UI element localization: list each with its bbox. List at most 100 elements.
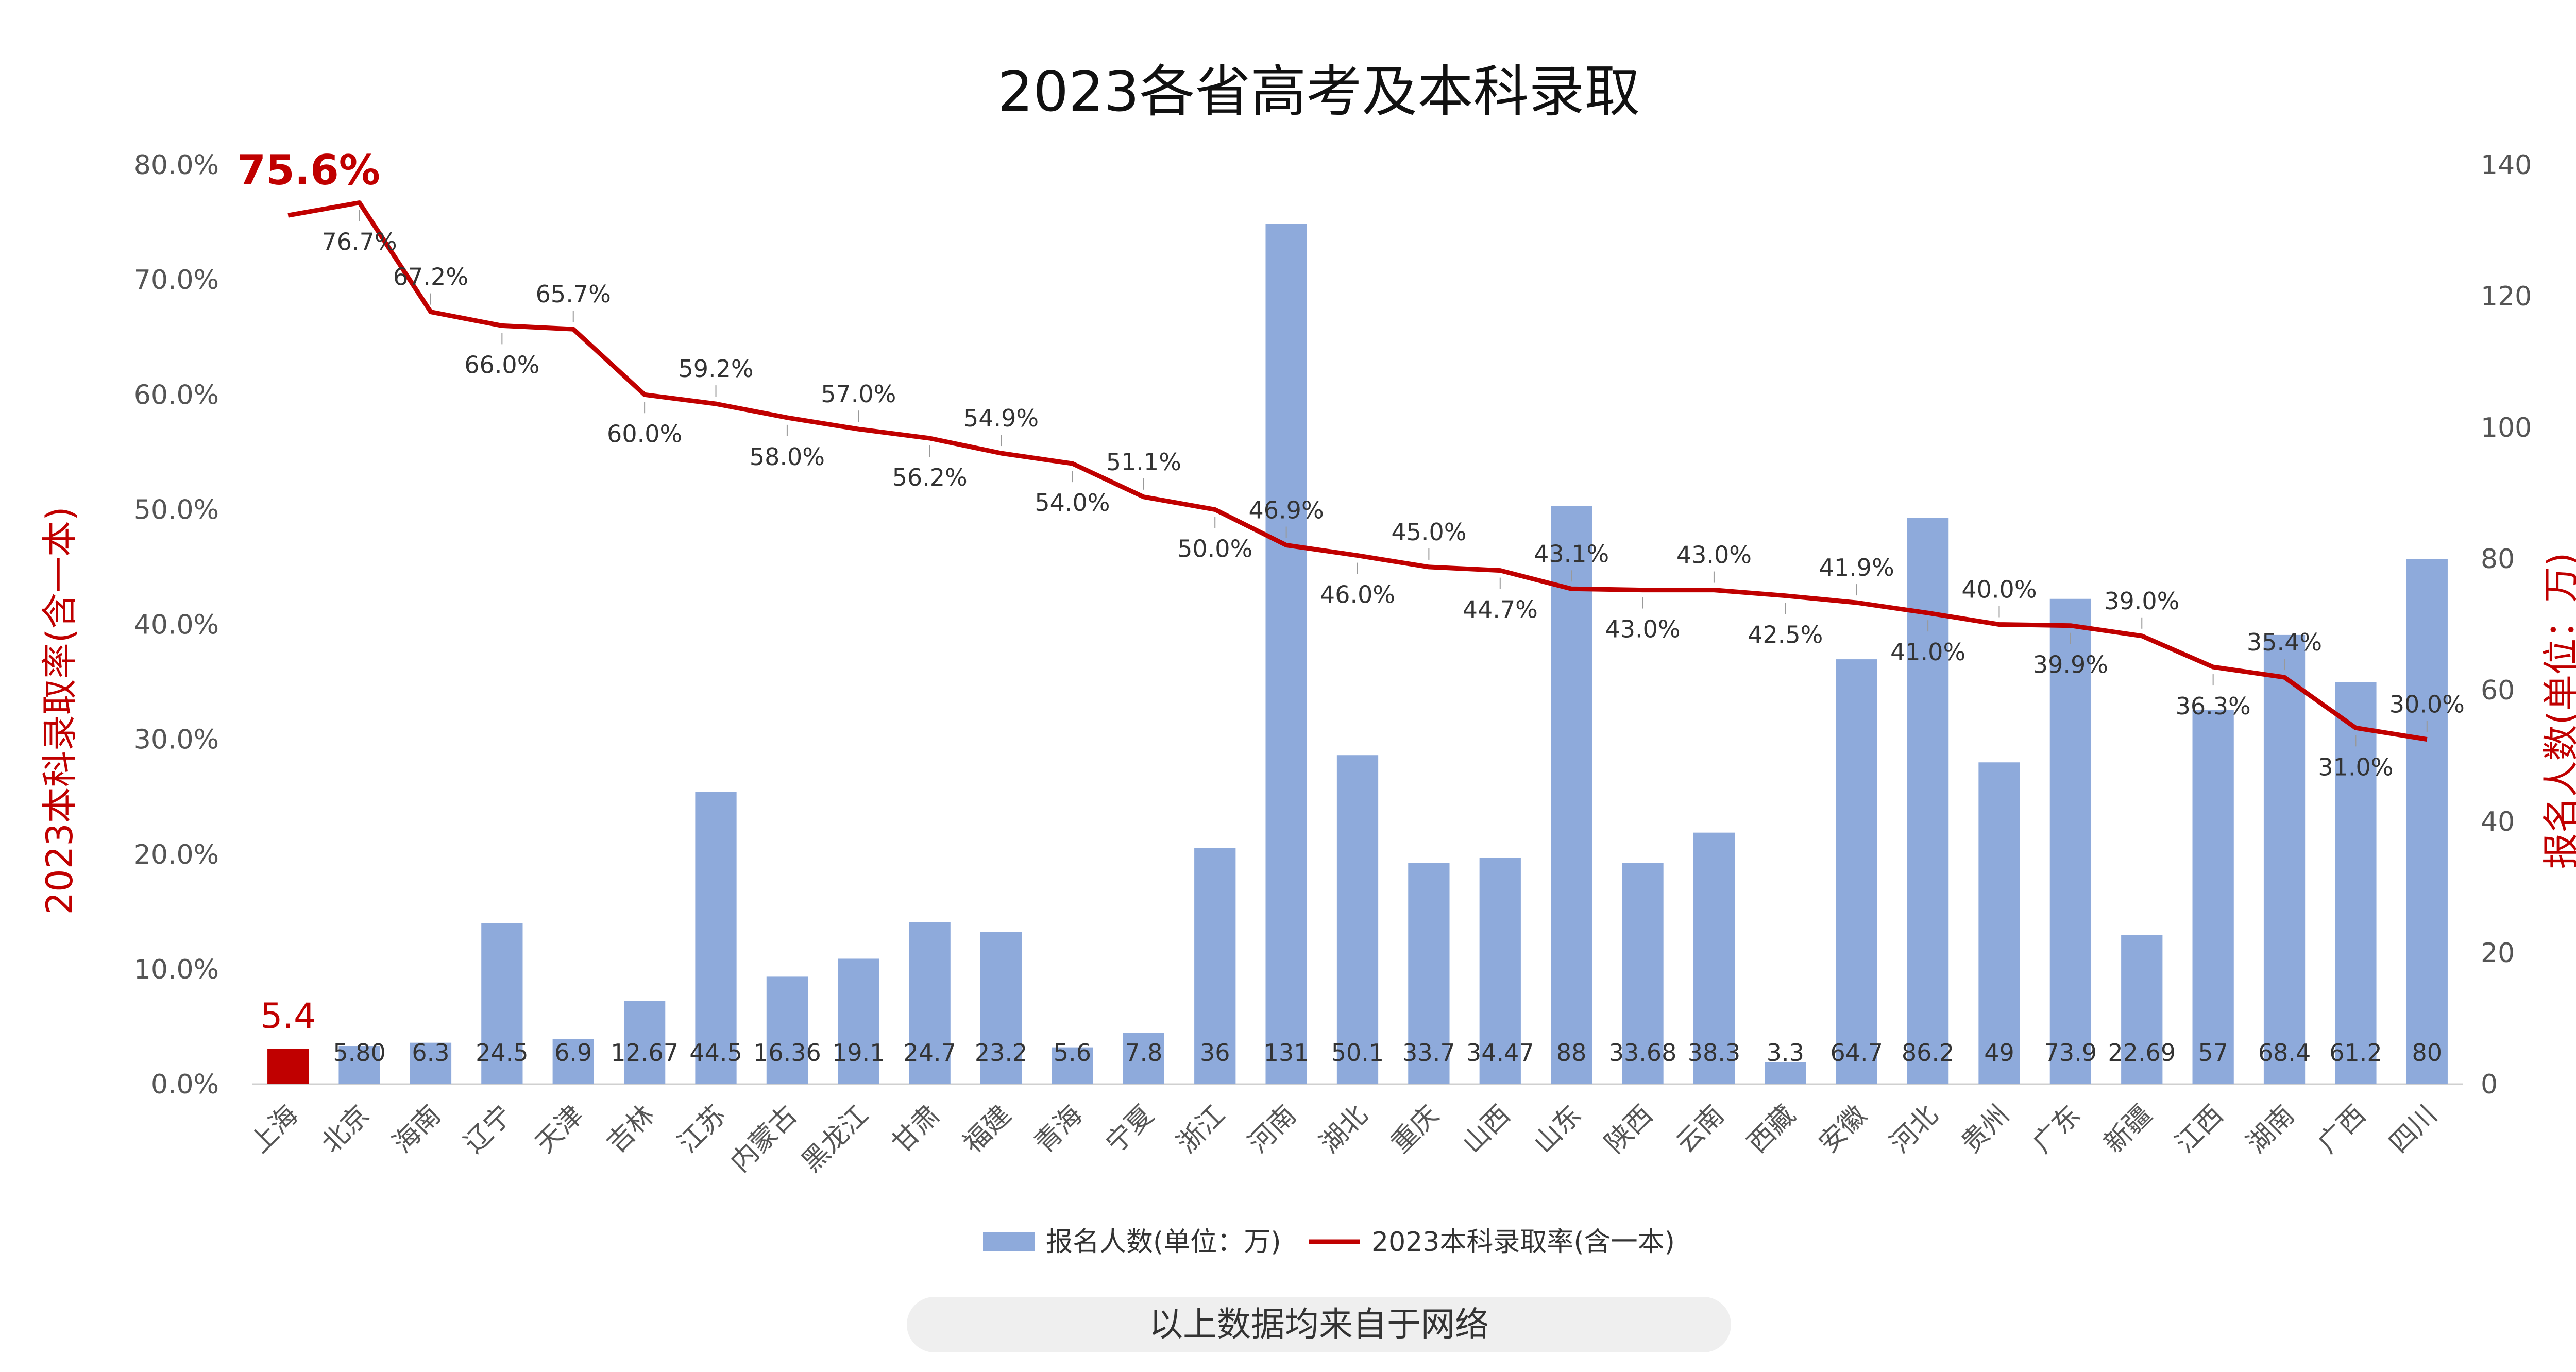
- bar: [1907, 518, 1949, 1085]
- line-value-label: 43.0%: [1605, 615, 1680, 643]
- bar: [2263, 634, 2306, 1084]
- left-axis-ticks: 0.0% 10.0% 20.0% 30.0% 40.0% 50.0% 60.0% 70.0% 8…: [134, 150, 219, 1100]
- left-axis-tick: 20.0%: [134, 839, 219, 870]
- bar: [1052, 1047, 1093, 1084]
- bar-value-label: 19.1: [832, 1039, 885, 1067]
- bar-value-label: 5.80: [333, 1039, 385, 1067]
- line-value-label: 75.6%: [237, 146, 380, 194]
- line-value-label: 43.0%: [1676, 541, 1752, 569]
- bar-value-label: 16.36: [753, 1039, 821, 1067]
- line-value-label: 41.0%: [1890, 638, 1965, 666]
- line-value-label: 46.0%: [1320, 581, 1395, 609]
- bar: [623, 1001, 666, 1084]
- source-note-text: 以上数据均来自于网络: [1149, 1305, 1489, 1344]
- bar: [552, 1039, 594, 1084]
- bar: [410, 1042, 452, 1084]
- right-axis-tick: 20: [2481, 938, 2515, 969]
- bar-value-label: 23.2: [975, 1039, 1027, 1067]
- right-axis-ticks: 0 20 40 60 80 100 120 140: [2481, 150, 2532, 1100]
- bar: [1978, 762, 2020, 1084]
- line-value-label: 66.0%: [464, 351, 539, 379]
- line-value-label: 60.0%: [607, 420, 682, 448]
- bar-value-label: 80: [2412, 1039, 2443, 1067]
- left-axis-tick: 30.0%: [134, 725, 219, 756]
- line-value-label: 44.7%: [1463, 596, 1538, 624]
- bar: [695, 792, 737, 1084]
- line-value-label: 41.9%: [1819, 554, 1894, 581]
- bar-value-label: 73.9: [2044, 1039, 2097, 1067]
- right-axis-tick: 40: [2481, 807, 2515, 837]
- right-axis-tick: 100: [2481, 413, 2532, 443]
- bar: [838, 958, 879, 1084]
- line-value-label: 31.0%: [2318, 753, 2393, 781]
- bar: [338, 1046, 380, 1084]
- bar: [2335, 682, 2377, 1084]
- legend: 报名人数(单位：万) 2023本科录取率(含一本): [983, 1227, 1675, 1258]
- bar-value-label: 7.8: [1125, 1039, 1162, 1067]
- line-value-label: 45.0%: [1391, 518, 1466, 546]
- bar: [2192, 710, 2234, 1084]
- right-axis-tick: 80: [2481, 544, 2515, 575]
- bar-value-label: 36: [1200, 1039, 1230, 1067]
- bar-series: 5.4 5.80 6.3 24.5 6.9 12.67 44.5 16.36 19.1 24.7 2…: [260, 224, 2448, 1085]
- line-value-label: 39.9%: [2033, 651, 2108, 679]
- line-value-label: 54.0%: [1035, 489, 1110, 517]
- right-axis-title: 报名人数(单位：万): [2540, 553, 2576, 869]
- bar: [2121, 935, 2163, 1084]
- line-value-label: 39.0%: [2104, 587, 2179, 615]
- bar-value-label: 131: [1264, 1039, 1309, 1067]
- bar-value-label: 33.68: [1609, 1039, 1677, 1067]
- line-value-label: 36.3%: [2176, 692, 2251, 720]
- bar-value-label: 6.9: [554, 1039, 592, 1067]
- bar-value-label: 5.6: [1054, 1039, 1091, 1067]
- line-value-label: 50.0%: [1177, 535, 1252, 562]
- bar: [1765, 1062, 1806, 1084]
- bar: [2049, 598, 2092, 1084]
- bar: [1836, 659, 1877, 1084]
- bar: [1622, 863, 1664, 1084]
- left-axis-tick: 40.0%: [134, 610, 219, 641]
- bar-value-label: 44.5: [689, 1039, 742, 1067]
- right-axis-tick: 120: [2481, 281, 2532, 312]
- bar-value-label: 57: [2198, 1039, 2228, 1067]
- bar-value-label: 50.1: [1331, 1039, 1384, 1067]
- left-axis-tick: 60.0%: [134, 380, 219, 410]
- bar: [1123, 1033, 1164, 1084]
- line-value-label: 42.5%: [1748, 621, 1823, 649]
- legend-bar-swatch: [983, 1232, 1035, 1251]
- left-axis-tick: 10.0%: [134, 954, 219, 985]
- source-note: 以上数据均来自于网络: [907, 1297, 1731, 1352]
- line-value-label: 65.7%: [536, 280, 611, 308]
- line-value-label: 59.2%: [678, 355, 753, 383]
- bar-value-label: 24.7: [903, 1039, 956, 1067]
- line-value-label: 57.0%: [821, 380, 896, 408]
- legend-line-label: 2023本科录取率(含一本): [1371, 1227, 1675, 1258]
- left-axis-tick: 70.0%: [134, 265, 219, 296]
- source-note-pill: [907, 1297, 1731, 1352]
- right-axis-tick: 60: [2481, 675, 2515, 706]
- line-value-label: 54.9%: [963, 404, 1039, 432]
- bar-value-label: 68.4: [2258, 1039, 2311, 1067]
- bar-value-label: 22.69: [2108, 1039, 2176, 1067]
- bar-value-label: 5.4: [260, 996, 316, 1037]
- bar-value-label: 24.5: [476, 1039, 528, 1067]
- bar: [980, 932, 1022, 1084]
- left-axis-tick: 0.0%: [151, 1069, 219, 1100]
- bar-value-label: 3.3: [1767, 1039, 1804, 1067]
- bar-value-label: 49: [1984, 1039, 2014, 1067]
- bar-value-label: 88: [1556, 1039, 1587, 1067]
- bar: [909, 922, 951, 1084]
- bar: [481, 923, 523, 1084]
- bar: [1194, 848, 1236, 1084]
- left-axis-tick: 80.0%: [134, 150, 219, 181]
- legend-bar-label: 报名人数(单位：万): [1046, 1227, 1281, 1258]
- bar: [766, 976, 808, 1084]
- bar: [1551, 506, 1592, 1084]
- bar: [1408, 863, 1450, 1084]
- line-value-label: 76.7%: [322, 228, 397, 256]
- line-value-label: 46.9%: [1249, 496, 1324, 524]
- bar-value-label: 6.3: [412, 1039, 449, 1067]
- line-value-label: 40.0%: [1961, 576, 2037, 604]
